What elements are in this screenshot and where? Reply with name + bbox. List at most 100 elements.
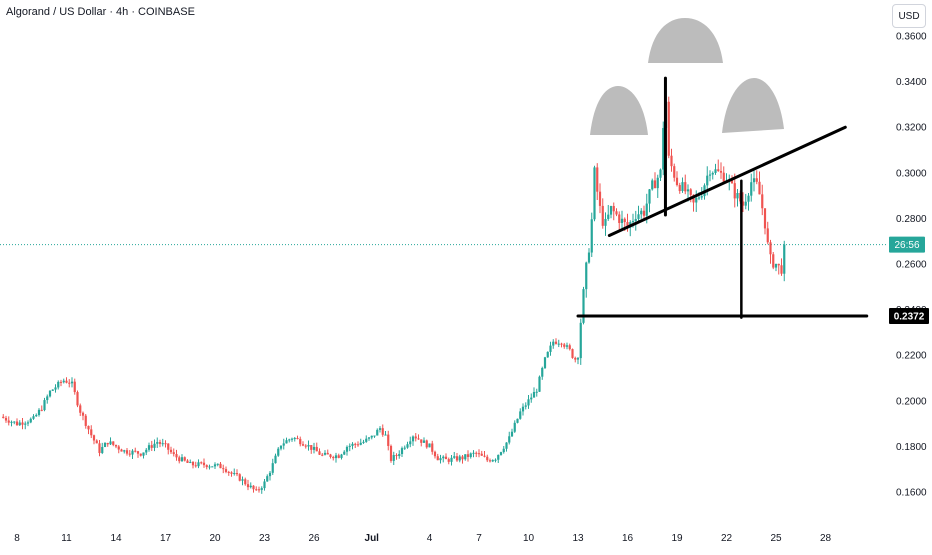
candle-body	[307, 445, 310, 447]
candle-body	[758, 181, 761, 195]
candle-body	[769, 242, 772, 255]
candle-body	[128, 453, 131, 455]
neckline-trendline[interactable]	[607, 125, 847, 237]
level-price-badge	[889, 307, 929, 324]
x-tick-label: 23	[259, 533, 271, 544]
candle-body	[543, 357, 547, 368]
y-tick-label: 0.2800	[896, 214, 927, 225]
candle-body	[406, 444, 409, 448]
current-price-badge	[889, 236, 925, 253]
candle-body	[741, 201, 745, 206]
candle-body	[766, 228, 769, 243]
candle-body	[54, 387, 57, 390]
candle-body	[175, 454, 178, 458]
candle-body	[535, 391, 538, 393]
candle-body	[211, 466, 214, 468]
candle-body	[362, 441, 365, 443]
candle-body	[510, 431, 514, 437]
candle-body	[48, 390, 52, 397]
candle-body	[686, 189, 690, 192]
candle-body	[13, 421, 16, 423]
candle-body	[675, 177, 679, 186]
candle-body	[593, 167, 596, 220]
candle-body	[378, 428, 382, 430]
candle-body	[274, 455, 277, 464]
right-shoulder-shape[interactable]	[722, 78, 784, 133]
y-tick-label: 0.3400	[896, 77, 927, 88]
candle-body	[530, 397, 533, 400]
candle-body	[516, 418, 519, 423]
candle-body	[46, 396, 49, 401]
candle-body	[205, 465, 208, 468]
candle-body	[98, 443, 101, 453]
candle-body	[439, 458, 442, 461]
candle-body	[139, 453, 142, 456]
candle-body	[315, 446, 318, 452]
candle-body	[436, 456, 439, 461]
candle-body	[689, 189, 692, 195]
candle-body	[35, 414, 38, 417]
candle-body	[538, 376, 541, 392]
candle-body	[604, 218, 607, 226]
candle-body	[466, 454, 470, 457]
candle-body	[618, 214, 621, 223]
candle-body	[249, 485, 252, 488]
candle-body	[706, 175, 709, 186]
candle-body	[114, 444, 118, 447]
candle-body	[398, 454, 401, 457]
candle-body	[299, 438, 302, 445]
candle-body	[277, 448, 280, 456]
candle-body	[631, 221, 635, 223]
candle-body	[541, 367, 544, 377]
candle-body	[268, 472, 272, 477]
candle-body	[527, 399, 530, 406]
candle-body	[384, 434, 387, 436]
y-tick-label: 0.2200	[896, 351, 927, 362]
candle-body	[293, 438, 296, 440]
candle-body	[392, 455, 395, 461]
x-tick-label: 25	[770, 533, 782, 544]
level-price-label: 0.2372	[894, 311, 925, 322]
candle-body	[92, 435, 96, 441]
candle-body	[508, 436, 511, 443]
candle-body	[761, 194, 764, 209]
candle-body	[213, 464, 217, 467]
candle-body	[15, 421, 19, 426]
x-tick-label: 17	[160, 533, 172, 544]
candle-body	[321, 454, 324, 456]
candle-body	[348, 445, 351, 447]
candle-body	[524, 405, 527, 407]
candle-body	[161, 443, 164, 445]
candle-body	[354, 443, 357, 445]
candle-body	[642, 210, 646, 216]
candle-body	[719, 170, 723, 173]
x-tick-label: 8	[14, 533, 20, 544]
candle-body	[576, 358, 580, 360]
candle-body	[40, 409, 43, 411]
candle-body	[59, 381, 63, 383]
candle-body	[279, 445, 283, 449]
x-tick-label: Jul	[365, 533, 380, 544]
x-tick-label: 4	[427, 533, 433, 544]
x-tick-label: 13	[572, 533, 584, 544]
candle-body	[112, 441, 115, 445]
candle-body	[106, 442, 109, 445]
candle-body	[472, 452, 475, 454]
candle-body	[290, 438, 294, 440]
candle-body	[783, 244, 786, 274]
left-shoulder-shape[interactable]	[590, 86, 648, 135]
candle-body	[574, 357, 577, 360]
y-tick-label: 0.3000	[896, 168, 927, 179]
candle-body	[359, 442, 362, 445]
x-tick-label: 14	[110, 533, 122, 544]
candle-body	[494, 459, 497, 461]
candle-body	[554, 341, 558, 344]
candle-body	[24, 423, 27, 425]
candle-body	[134, 450, 137, 452]
candle-body	[681, 182, 684, 192]
head-shape[interactable]	[648, 18, 723, 63]
candle-body	[263, 481, 266, 489]
currency-button[interactable]: USD	[892, 4, 926, 28]
